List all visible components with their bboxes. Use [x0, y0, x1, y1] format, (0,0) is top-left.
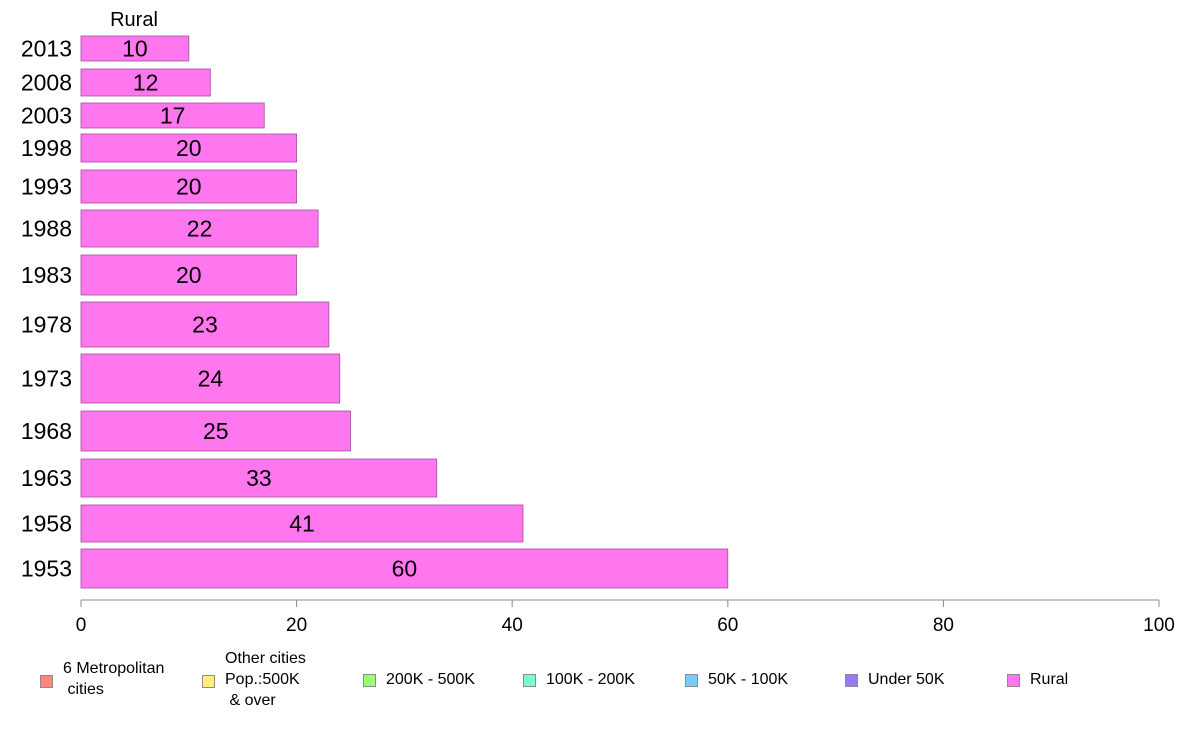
legend-item: 6 Metropolitan cities: [40, 658, 164, 700]
category-label-1993: 1993: [21, 174, 72, 200]
category-label-1968: 1968: [21, 418, 72, 444]
category-label-1978: 1978: [21, 312, 72, 338]
bar-1968: [80, 410, 351, 452]
category-label-1973: 1973: [21, 366, 72, 392]
bar-1983: [80, 254, 298, 296]
legend-label: Rural: [1030, 671, 1069, 688]
data-label-1998: 20: [176, 135, 202, 161]
x-tick-label-0: 0: [76, 615, 87, 636]
x-tick-label-40: 40: [502, 615, 523, 636]
legend-item: 50K - 100K: [685, 669, 788, 690]
bar-1998: [80, 133, 298, 163]
legend-label: 200K - 500K: [386, 671, 475, 688]
category-label-1988: 1988: [21, 216, 72, 242]
category-label-1963: 1963: [21, 465, 72, 491]
bar-1958: [80, 504, 524, 543]
bar-chart: Rural 2013 10 2008 12 2003 17 1998 20 1993 20 1988 2…: [21, 9, 1175, 636]
legend-label: 100K - 200K: [546, 671, 635, 688]
legend-item: Under 50K: [845, 669, 945, 690]
x-tick-label-60: 60: [717, 615, 738, 636]
legend-label: Other cities Pop.:500K & over: [225, 650, 306, 709]
data-label-1988: 22: [187, 216, 213, 242]
data-label-2003: 17: [160, 103, 186, 129]
legend-swatch: [40, 675, 53, 688]
legend: 6 Metropolitan cities Other cities Pop.:5…: [0, 648, 1188, 728]
data-label-2008: 12: [133, 70, 159, 96]
legend-item: 100K - 200K: [523, 669, 635, 690]
category-label-1983: 1983: [21, 262, 72, 288]
legend-swatch: [523, 674, 536, 687]
data-label-1973: 24: [198, 366, 224, 392]
bar-2013: [80, 35, 190, 62]
data-label-1968: 25: [203, 418, 229, 444]
legend-swatch: [685, 674, 698, 687]
legend-swatch: [845, 674, 858, 687]
category-label-2008: 2008: [21, 70, 72, 96]
x-tick-label-80: 80: [933, 615, 954, 636]
data-label-2013: 10: [122, 36, 148, 62]
bar-1978: [80, 301, 330, 348]
bar-1988: [80, 209, 319, 248]
category-label-2003: 2003: [21, 103, 72, 129]
bar-1953: [80, 548, 729, 589]
data-label-1958: 41: [289, 511, 315, 537]
x-tick-label-100: 100: [1143, 615, 1175, 636]
legend-item: Other cities Pop.:500K & over: [202, 648, 306, 711]
bar-2003: [80, 102, 265, 129]
legend-swatch: [202, 675, 215, 688]
data-label-1993: 20: [176, 174, 202, 200]
legend-item: Rural: [1007, 669, 1068, 690]
legend-item: 200K - 500K: [363, 669, 475, 690]
bar-1963: [80, 458, 438, 498]
bar-1993: [80, 169, 298, 204]
category-label-1958: 1958: [21, 511, 72, 537]
bar-2008: [80, 68, 211, 97]
legend-swatch: [1007, 674, 1020, 687]
category-label-1953: 1953: [21, 556, 72, 582]
category-label-1998: 1998: [21, 135, 72, 161]
legend-swatch: [363, 674, 376, 687]
x-tick-label-20: 20: [286, 615, 307, 636]
data-label-1978: 23: [192, 312, 218, 338]
category-label-2013: 2013: [21, 36, 72, 62]
bar-1973: [80, 353, 341, 404]
data-label-1983: 20: [176, 262, 202, 288]
legend-label: 50K - 100K: [708, 671, 789, 688]
legend-label: Under 50K: [868, 671, 945, 688]
legend-label: 6 Metropolitan cities: [63, 660, 165, 698]
panel-title: Rural: [110, 9, 158, 31]
data-label-1953: 60: [392, 556, 418, 582]
data-label-1963: 33: [246, 465, 272, 491]
